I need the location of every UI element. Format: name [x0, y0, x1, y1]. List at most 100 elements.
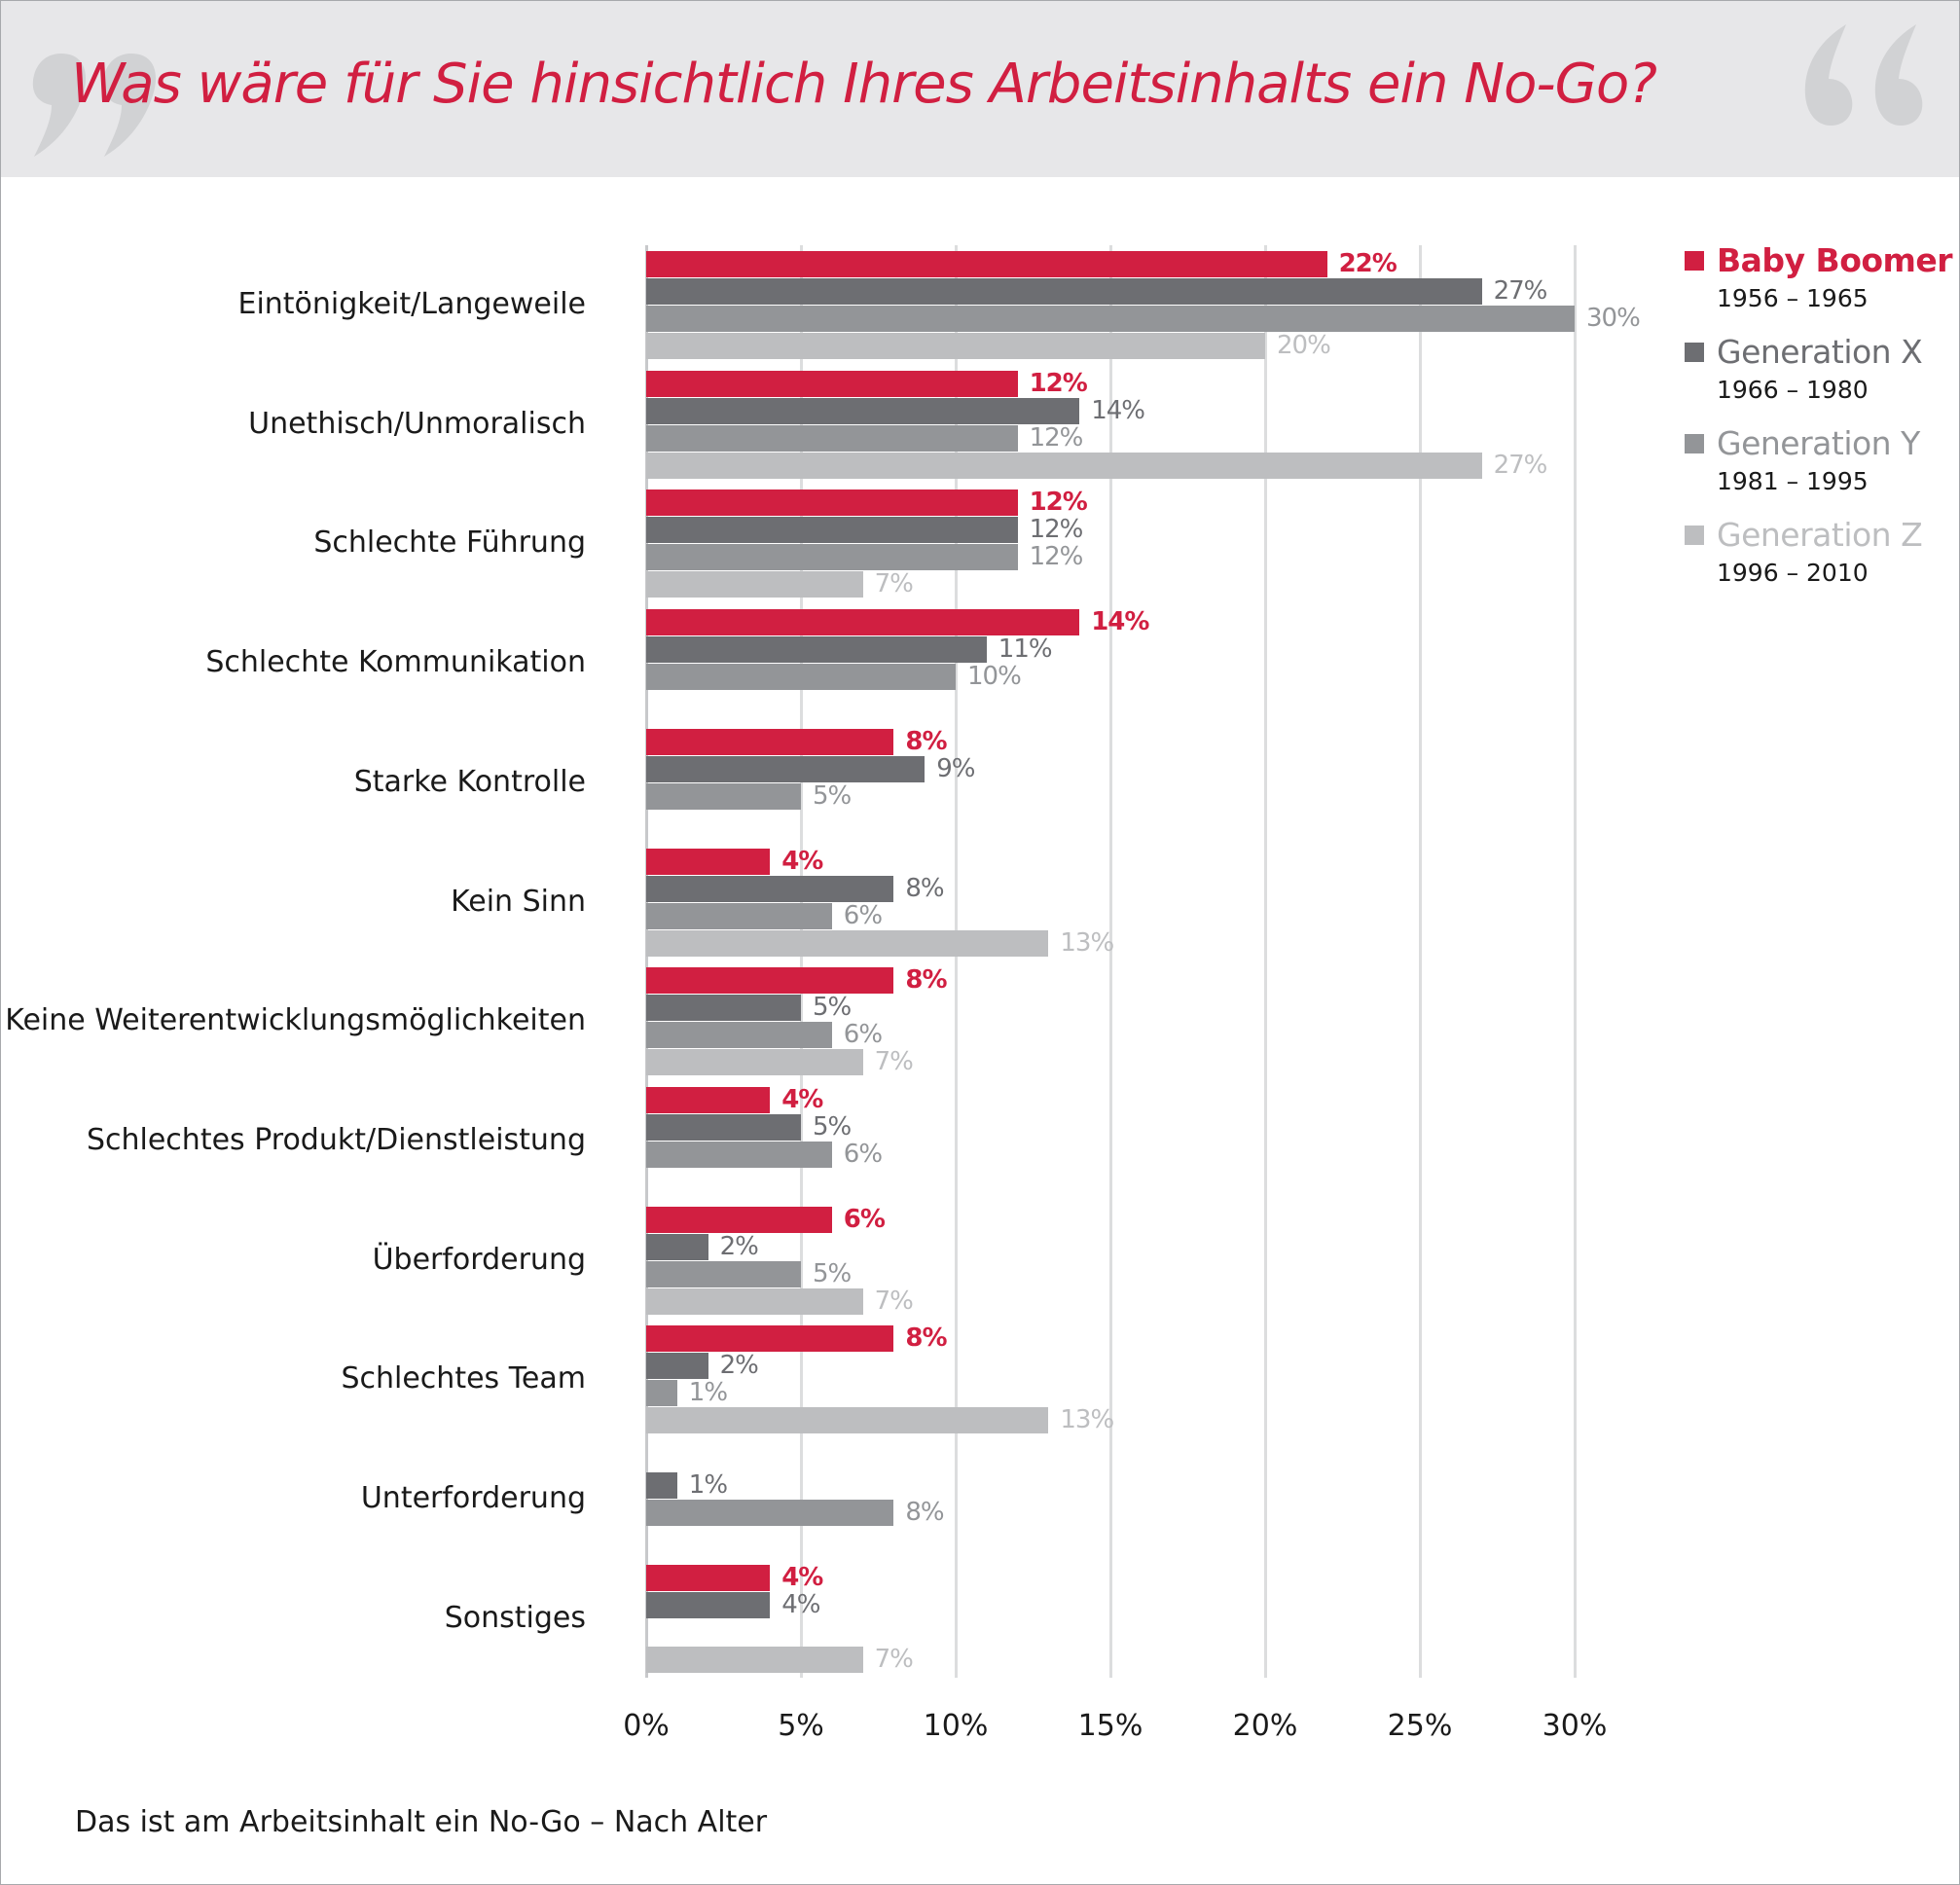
value-label: 4% [781, 1084, 823, 1114]
gridline [645, 245, 648, 1678]
category-label: Eintönigkeit/Langeweile [237, 287, 586, 321]
value-label: 12% [1029, 368, 1088, 398]
opening-quote-icon [1804, 24, 1923, 126]
bar-baby-boomer [646, 848, 771, 875]
category-label: Keine Weiterentwicklungsmöglichkeiten [5, 1003, 586, 1038]
bar-generation-y [646, 306, 1575, 332]
value-label: 5% [813, 1111, 852, 1142]
value-label: 6% [843, 1020, 883, 1050]
gridline [1419, 245, 1422, 1678]
value-label: 12% [1029, 422, 1084, 453]
x-tick-label: 25% [1387, 1709, 1453, 1743]
legend-years: 1966 – 1980 [1717, 376, 1869, 404]
value-label: 8% [905, 1323, 947, 1354]
value-label: 9% [936, 753, 975, 783]
bar-baby-boomer [646, 728, 894, 755]
bar-generation-x [646, 755, 926, 782]
value-label: 7% [874, 1047, 914, 1077]
bar-baby-boomer [646, 1086, 771, 1113]
value-label: 8% [905, 873, 944, 903]
bar-generation-z [646, 1407, 1049, 1434]
value-label: 7% [874, 1286, 914, 1316]
bar-generation-y [646, 1022, 832, 1049]
bar-baby-boomer [646, 251, 1327, 277]
value-label: 12% [1029, 515, 1084, 545]
bar-baby-boomer [646, 1206, 832, 1233]
value-label: 1% [688, 1378, 728, 1408]
x-tick-label: 10% [923, 1709, 989, 1743]
bar-generation-z [646, 929, 1049, 957]
category-label: Überforderung [372, 1242, 586, 1277]
value-label: 11% [998, 634, 1053, 665]
value-label: 14% [1091, 395, 1145, 425]
value-label: 8% [905, 1498, 944, 1527]
value-label: 2% [719, 1231, 759, 1261]
bar-generation-z [646, 1049, 863, 1076]
bar-generation-x [646, 1472, 677, 1499]
bar-generation-z [646, 1287, 863, 1315]
category-label: Schlechtes Team [341, 1361, 586, 1396]
bar-generation-y [646, 902, 832, 929]
bar-baby-boomer [646, 609, 1080, 636]
bar-generation-y [646, 1141, 832, 1168]
bar-generation-x [646, 278, 1482, 305]
value-label: 30% [1586, 304, 1641, 333]
value-label: 10% [967, 662, 1022, 692]
bar-baby-boomer [646, 967, 894, 995]
bar-generation-x [646, 1591, 771, 1618]
bar-generation-x [646, 1113, 801, 1141]
x-tick-label: 30% [1542, 1709, 1608, 1743]
category-label: Schlechtes Produkt/Dienstleistung [86, 1122, 586, 1157]
value-label: 5% [813, 1258, 852, 1288]
value-label: 12% [1029, 542, 1084, 572]
value-label: 2% [719, 1351, 759, 1381]
category-label: Unterforderung [360, 1481, 586, 1515]
value-label: 12% [1029, 488, 1088, 518]
legend-years: 1956 – 1965 [1717, 284, 1869, 312]
gridline [955, 245, 958, 1678]
bar-generation-y [646, 1500, 894, 1526]
gridline [800, 245, 803, 1678]
bar-generation-x [646, 397, 1080, 424]
value-label: 8% [905, 965, 947, 996]
category-label: Kein Sinn [451, 884, 586, 919]
legend-name: Baby Boomer [1717, 241, 1953, 279]
legend-swatch [1685, 434, 1704, 453]
value-label: 5% [813, 993, 852, 1023]
bar-generation-y [646, 1380, 677, 1407]
value-label: 13% [1060, 1405, 1114, 1435]
bar-generation-z [646, 333, 1265, 359]
value-label: 6% [843, 900, 883, 930]
header-band: Was wäre für Sie hinsichtlich Ihres Arbe… [1, 1, 1959, 177]
bar-baby-boomer [646, 489, 1018, 517]
bar-generation-y [646, 782, 801, 810]
bar-generation-x [646, 517, 1018, 544]
x-tick-label: 15% [1077, 1709, 1143, 1743]
value-label: 14% [1091, 607, 1149, 637]
legend-name: Generation X [1717, 333, 1923, 371]
value-label: 27% [1493, 276, 1548, 306]
gridline [1264, 245, 1267, 1678]
bar-generation-y [646, 664, 956, 691]
x-tick-label: 20% [1232, 1709, 1298, 1743]
bar-generation-y [646, 544, 1018, 571]
bar-generation-z [646, 571, 863, 598]
legend-years: 1981 – 1995 [1717, 467, 1869, 495]
x-tick-label: 0% [623, 1709, 670, 1743]
chart-title: Was wäre für Sie hinsichtlich Ihres Arbe… [71, 53, 1657, 116]
bar-generation-x [646, 875, 894, 902]
category-label: Sonstiges [444, 1600, 586, 1635]
bar-baby-boomer [646, 370, 1018, 397]
value-label: 7% [874, 1644, 914, 1674]
value-label: 7% [874, 569, 914, 599]
gridline [1109, 245, 1112, 1678]
value-label: 27% [1493, 450, 1548, 480]
legend-name: Generation Z [1717, 516, 1923, 554]
bar-generation-x [646, 636, 987, 664]
value-label: 6% [843, 1139, 883, 1169]
value-label: 1% [688, 1470, 728, 1500]
legend-name: Generation Y [1717, 424, 1920, 462]
x-tick-label: 5% [778, 1709, 824, 1743]
value-label: 22% [1338, 249, 1397, 278]
value-label: 13% [1060, 927, 1114, 958]
